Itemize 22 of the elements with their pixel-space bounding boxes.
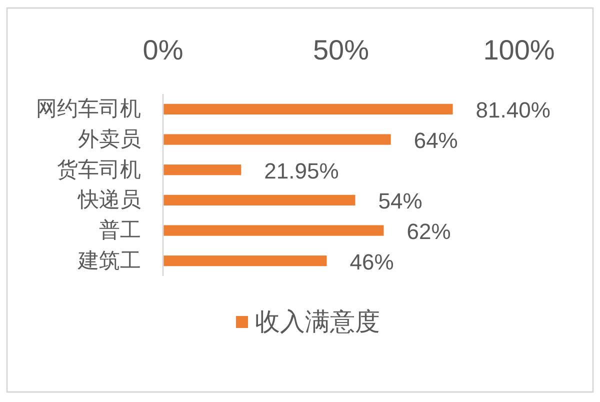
y-tick-label: 外卖员	[78, 128, 141, 151]
bar	[163, 164, 242, 176]
y-tick-label: 货车司机	[57, 158, 141, 182]
x-tick-label: 0%	[142, 34, 184, 66]
x-tick-label: 100%	[483, 34, 555, 66]
data-label: 81.40%	[476, 98, 550, 123]
bar	[163, 194, 356, 206]
data-label: 62%	[406, 219, 451, 244]
bar	[163, 225, 384, 236]
y-tick-label: 快递员	[77, 188, 141, 212]
bar	[163, 256, 327, 266]
data-label: 21.95%	[264, 158, 339, 184]
bar	[163, 134, 391, 145]
x-tick-label: 50%	[312, 34, 370, 66]
bar	[163, 104, 453, 114]
y-tick-label: 建筑工	[77, 249, 141, 272]
data-label: 54%	[378, 188, 422, 214]
legend-label: 收入满意度	[255, 308, 380, 336]
data-label: 64%	[414, 128, 458, 153]
y-tick-label: 网约车司机	[36, 98, 141, 121]
y-tick-label: 普工	[99, 218, 141, 242]
data-label: 46%	[350, 249, 394, 274]
